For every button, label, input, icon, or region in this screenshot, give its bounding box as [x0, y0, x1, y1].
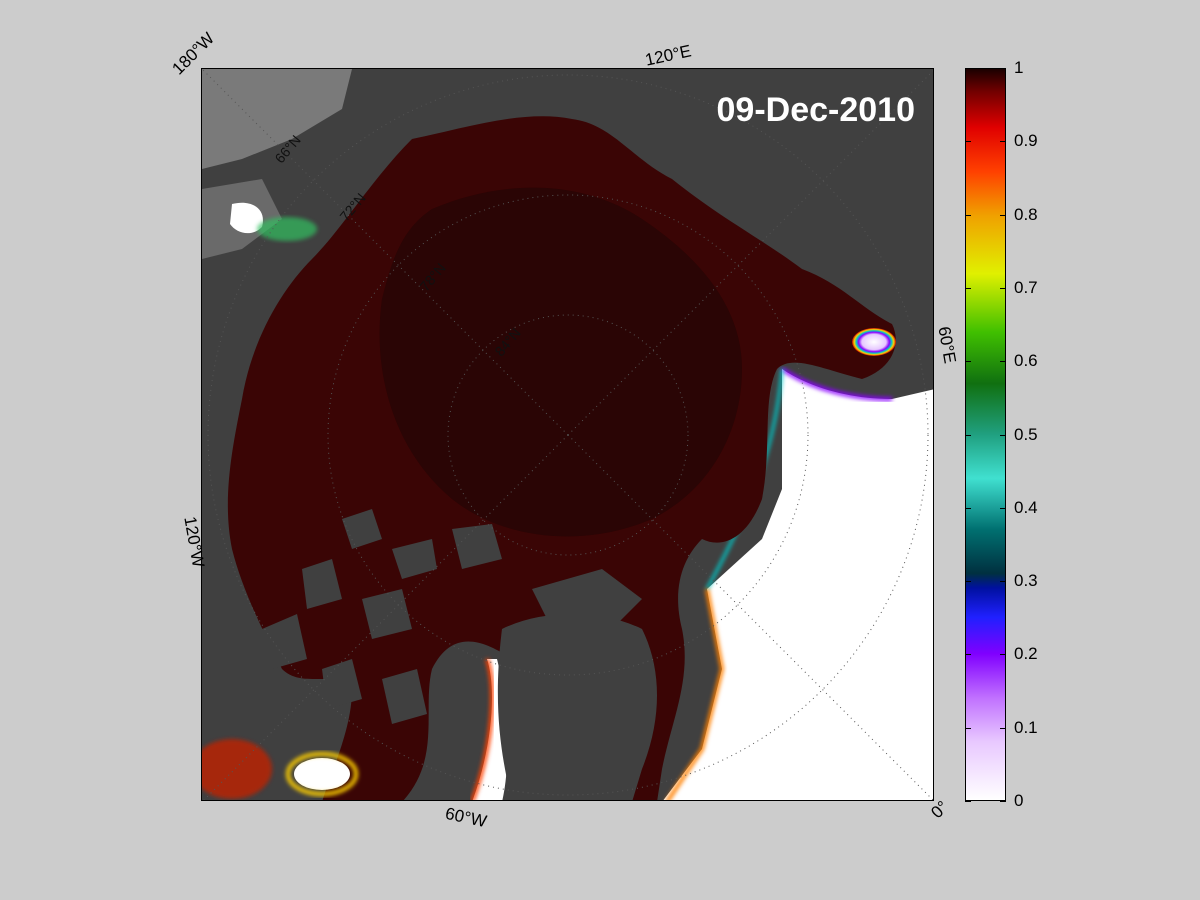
colorbar-tick-mark	[1000, 287, 1006, 289]
graticule	[202, 69, 933, 800]
colorbar-tick-mark	[965, 287, 971, 289]
colorbar-tick-label: 0.2	[1014, 644, 1038, 664]
colorbar-tick-label: 1	[1014, 58, 1024, 77]
colorbar-tick-label: 0.8	[1014, 204, 1038, 224]
open-water-bering	[230, 202, 263, 234]
colorbar-tick-mark	[965, 434, 971, 436]
colorbar-tick-label: 0.5	[1014, 424, 1038, 444]
colorbar-tick-mark	[1000, 68, 1006, 69]
colorbar-tick-mark	[965, 727, 971, 729]
sea-ice-concentration-map	[202, 69, 933, 800]
colorbar-tick-mark	[1000, 434, 1006, 436]
colorbar-tick-mark	[1000, 141, 1006, 143]
open-water-atlantic	[663, 369, 933, 800]
colorbar-tick-mark	[1000, 581, 1006, 583]
colorbar-tick-label: 0.1	[1014, 717, 1038, 737]
ice-core	[379, 187, 742, 537]
colorbar-tick-mark	[1000, 361, 1006, 363]
lon-label-60e: 60°E	[934, 325, 960, 365]
date-label: 09-Dec-2010	[716, 91, 915, 129]
colorbar-tick-label: 0.7	[1014, 277, 1038, 297]
greenland	[497, 614, 657, 800]
lon-label-0: 0°	[927, 797, 953, 823]
colorbar-tick-label: 0.4	[1014, 497, 1038, 517]
colorbar-tick-mark	[965, 361, 971, 363]
colorbar-tick-mark	[965, 581, 971, 583]
land-region-alaska	[202, 69, 352, 169]
lon-label-60w: 60°W	[443, 803, 489, 832]
colorbar-tick-mark	[965, 654, 971, 656]
colorbar-tick-mark	[1000, 507, 1006, 509]
colorbar-tick-mark	[1000, 727, 1006, 729]
open-water-hudson	[294, 758, 350, 790]
colorbar-tick-label: 0	[1014, 791, 1024, 810]
colorbar-tick-label: 0.6	[1014, 351, 1038, 371]
marginal-ice-hudson	[202, 739, 272, 799]
colorbar-tick-label: 0.3	[1014, 571, 1038, 591]
colorbar	[965, 68, 1006, 801]
colorbar-tick-mark	[1000, 654, 1006, 656]
colorbar-tick-mark	[1000, 801, 1006, 802]
marginal-ice-kara	[852, 328, 896, 356]
colorbar-tick-mark	[965, 214, 971, 216]
sea-ice-map: 09-Dec-2010 66°N 72°N 78°N 84°N	[201, 68, 934, 801]
colorbar-tick-mark	[1000, 214, 1006, 216]
marginal-ice-bering	[257, 217, 317, 241]
colorbar-tick-mark	[965, 141, 971, 143]
colorbar-tick-mark	[965, 801, 971, 802]
lon-label-120e: 120°E	[643, 41, 693, 70]
colorbar-tick-label: 0.9	[1014, 131, 1038, 151]
colorbar-tick-mark	[965, 68, 971, 69]
colorbar-tick-mark	[965, 507, 971, 509]
